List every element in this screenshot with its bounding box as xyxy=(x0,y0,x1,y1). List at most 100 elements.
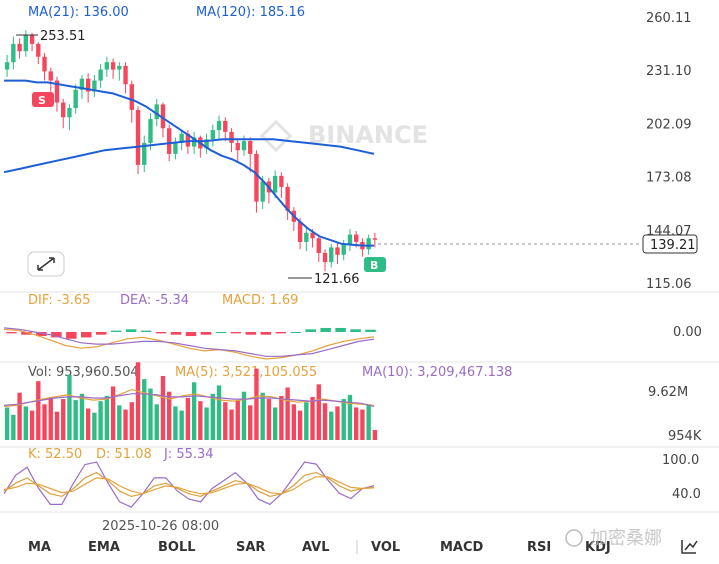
candle-body xyxy=(36,43,41,57)
volume-bar xyxy=(272,407,278,440)
tab-sar[interactable]: SAR xyxy=(236,540,265,555)
candle-body xyxy=(260,181,265,202)
candle-body xyxy=(110,62,116,70)
macd-dea-line xyxy=(3,327,375,357)
kdj-legend-item: D: 51.08 xyxy=(96,447,152,462)
volume-bar xyxy=(341,399,346,440)
binance-logo-icon xyxy=(259,119,293,153)
y-tick-label: 173.08 xyxy=(646,171,692,186)
candle-body xyxy=(322,252,328,263)
macd-histogram-bar xyxy=(335,327,346,332)
macd-histogram-bar xyxy=(245,332,257,335)
candle-body xyxy=(341,243,346,255)
candle-body xyxy=(235,142,240,151)
volume-legend-item: Vol: 953,960.504 xyxy=(28,365,139,380)
tab-kdj[interactable]: KDJ xyxy=(585,540,611,555)
tab-vol[interactable]: VOL xyxy=(371,540,400,555)
tab-avl[interactable]: AVL xyxy=(302,540,330,555)
candle-body xyxy=(241,141,247,151)
volume-bar xyxy=(29,410,35,440)
tab-rsi[interactable]: RSI xyxy=(527,540,551,555)
macd-histogram-bar xyxy=(200,332,212,335)
volume-ma10-line xyxy=(3,393,375,407)
volume-bar xyxy=(279,395,284,440)
volume-bar xyxy=(198,401,203,440)
volume-bar xyxy=(285,387,290,440)
macd-histogram-bar xyxy=(140,330,152,332)
volume-tick-label: 9.62M xyxy=(648,385,688,400)
volume-bar xyxy=(179,410,184,440)
volume-bar xyxy=(142,379,147,440)
kdj-k-line xyxy=(3,471,375,498)
macd-histogram-bar xyxy=(110,330,122,332)
volume-bar xyxy=(160,375,166,440)
volume-bar xyxy=(248,405,253,440)
volume-tick-label: 954K xyxy=(668,429,702,444)
volume-bar xyxy=(85,408,91,440)
volume-bar xyxy=(104,395,110,440)
candle-body xyxy=(254,153,259,202)
volume-bar xyxy=(11,414,16,440)
macd-dif-line xyxy=(3,328,375,360)
macd-histogram-bar xyxy=(51,332,62,338)
sell-marker-badge[interactable] xyxy=(32,92,54,107)
y-tick-label: 115.06 xyxy=(646,277,692,292)
volume-bar xyxy=(117,405,122,440)
candle-body xyxy=(297,221,303,242)
expand-icon xyxy=(37,257,55,271)
macd-histogram-bar xyxy=(185,332,197,337)
tab-macd[interactable]: MACD xyxy=(440,540,484,555)
macd-histogram-bar xyxy=(215,332,227,333)
volume-bar xyxy=(167,391,172,440)
candle-body xyxy=(154,104,159,120)
buy-marker-badge[interactable] xyxy=(364,257,386,272)
volume-bar xyxy=(310,396,315,440)
sell-marker-label: S xyxy=(38,94,46,107)
buy-marker-label: B xyxy=(370,259,378,272)
candle-body xyxy=(17,43,22,52)
macd-histogram-bar xyxy=(6,332,17,334)
candle-body xyxy=(67,108,72,118)
volume-bar xyxy=(79,393,85,440)
candle-body xyxy=(42,56,47,72)
candle-body xyxy=(142,142,147,165)
volume-bar xyxy=(48,396,53,440)
volume-bar xyxy=(98,401,103,440)
candle-body xyxy=(216,120,222,131)
candle-body xyxy=(54,80,60,103)
volume-bar xyxy=(42,404,47,440)
chart-settings-icon[interactable] xyxy=(681,540,698,554)
x-axis-time-label: 2025-10-26 08:00 xyxy=(102,519,219,534)
candle-body xyxy=(179,133,184,143)
volume-bar xyxy=(185,398,191,440)
tab-ema[interactable]: EMA xyxy=(88,540,120,555)
candle-body xyxy=(160,104,166,129)
volume-bar xyxy=(191,382,197,440)
volume-bar xyxy=(223,402,228,440)
volume-bar xyxy=(36,381,41,440)
macd-zero-tick: 0.00 xyxy=(673,325,702,340)
macd-histogram-bar xyxy=(36,332,47,337)
macd-histogram-bar xyxy=(350,329,361,332)
macd-legend-item: DEA: -5.34 xyxy=(120,293,189,308)
tab-boll[interactable]: BOLL xyxy=(158,540,196,555)
macd-histogram-bar xyxy=(320,327,331,332)
tab-ma[interactable]: MA xyxy=(28,540,51,555)
volume-bar xyxy=(241,391,247,440)
volume-bar xyxy=(23,406,28,440)
candle-body xyxy=(354,234,359,242)
volume-bar xyxy=(229,409,234,440)
candle-body xyxy=(11,43,16,63)
macd-histogram-bar xyxy=(365,329,376,332)
ma21-line xyxy=(4,79,374,247)
kdj-tick-label: 100.0 xyxy=(662,453,699,468)
kdj-legend-item: J: 55.34 xyxy=(163,447,214,462)
volume-bar xyxy=(148,388,153,440)
ma-legend-item: MA(120): 185.16 xyxy=(196,5,305,20)
kdj-legend-item: K: 52.50 xyxy=(28,447,82,462)
macd-histogram-bar xyxy=(290,332,301,333)
volume-bar xyxy=(366,404,371,440)
candle-body xyxy=(148,119,153,143)
volume-bar xyxy=(291,404,297,440)
